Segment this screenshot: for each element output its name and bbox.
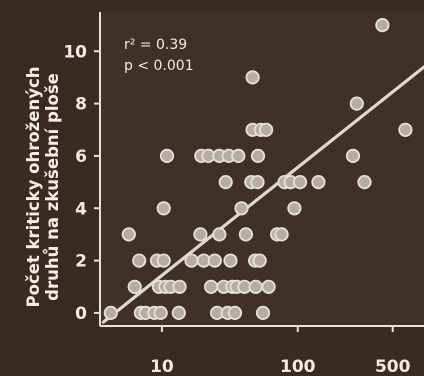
data-point: [159, 148, 175, 163]
data-point: [258, 122, 274, 137]
data-point: [238, 227, 253, 242]
data-point: [156, 201, 171, 216]
y-tick-label: 2: [75, 252, 87, 272]
data-point: [227, 305, 243, 320]
data-point: [234, 201, 249, 216]
data-point: [218, 175, 233, 190]
y-tick-label: 8: [75, 95, 87, 115]
data-point: [231, 148, 246, 163]
data-point: [223, 253, 238, 268]
r-squared-annotation: r² = 0.39: [124, 37, 187, 53]
data-point: [184, 253, 199, 268]
p-value-annotation: p < 0.001: [124, 58, 194, 74]
y-axis-title-line-1: Počet kriticky ohrožených: [24, 67, 43, 308]
data-point: [261, 279, 276, 294]
y-tick-label: 10: [63, 42, 87, 62]
data-point: [287, 201, 302, 216]
data-point: [193, 227, 208, 242]
data-point: [245, 70, 260, 85]
data-point: [172, 279, 187, 294]
x-ticks: 10 100 500: [150, 326, 411, 376]
data-point: [250, 148, 266, 163]
y-tick-label: 0: [75, 304, 87, 324]
data-point: [252, 253, 267, 268]
data-point: [121, 227, 136, 242]
data-point: [345, 148, 361, 163]
y-axis-title-line-2: druhů na zkušební ploše: [43, 73, 62, 301]
x-tick-label: 10: [150, 357, 174, 376]
data-point: [212, 227, 227, 242]
data-point: [132, 253, 147, 268]
data-point: [274, 227, 289, 242]
y-tick-label: 4: [75, 199, 87, 219]
data-point: [156, 253, 171, 268]
data-point: [207, 253, 222, 268]
y-ticks: 0 2 4 6 8 10: [63, 42, 100, 324]
data-point: [127, 279, 142, 294]
y-tick-label: 6: [75, 147, 87, 167]
y-axis-title: Počet kriticky ohrožených druhů na zkuše…: [24, 67, 62, 308]
data-point: [292, 175, 308, 190]
x-tick-label: 100: [280, 357, 316, 376]
data-point: [349, 96, 364, 111]
x-tick-label: 500: [375, 357, 411, 376]
data-point: [153, 305, 168, 320]
data-point: [311, 175, 326, 190]
plot-area: [100, 12, 424, 326]
data-point: [375, 18, 390, 33]
data-point: [204, 279, 219, 294]
data-point: [248, 279, 263, 294]
data-point: [398, 122, 413, 137]
points-layer: [103, 18, 413, 320]
data-point: [103, 305, 118, 320]
trend-line: [101, 65, 424, 324]
data-point: [357, 175, 372, 190]
data-point: [250, 175, 265, 190]
data-point: [171, 305, 186, 320]
data-point: [255, 305, 271, 320]
